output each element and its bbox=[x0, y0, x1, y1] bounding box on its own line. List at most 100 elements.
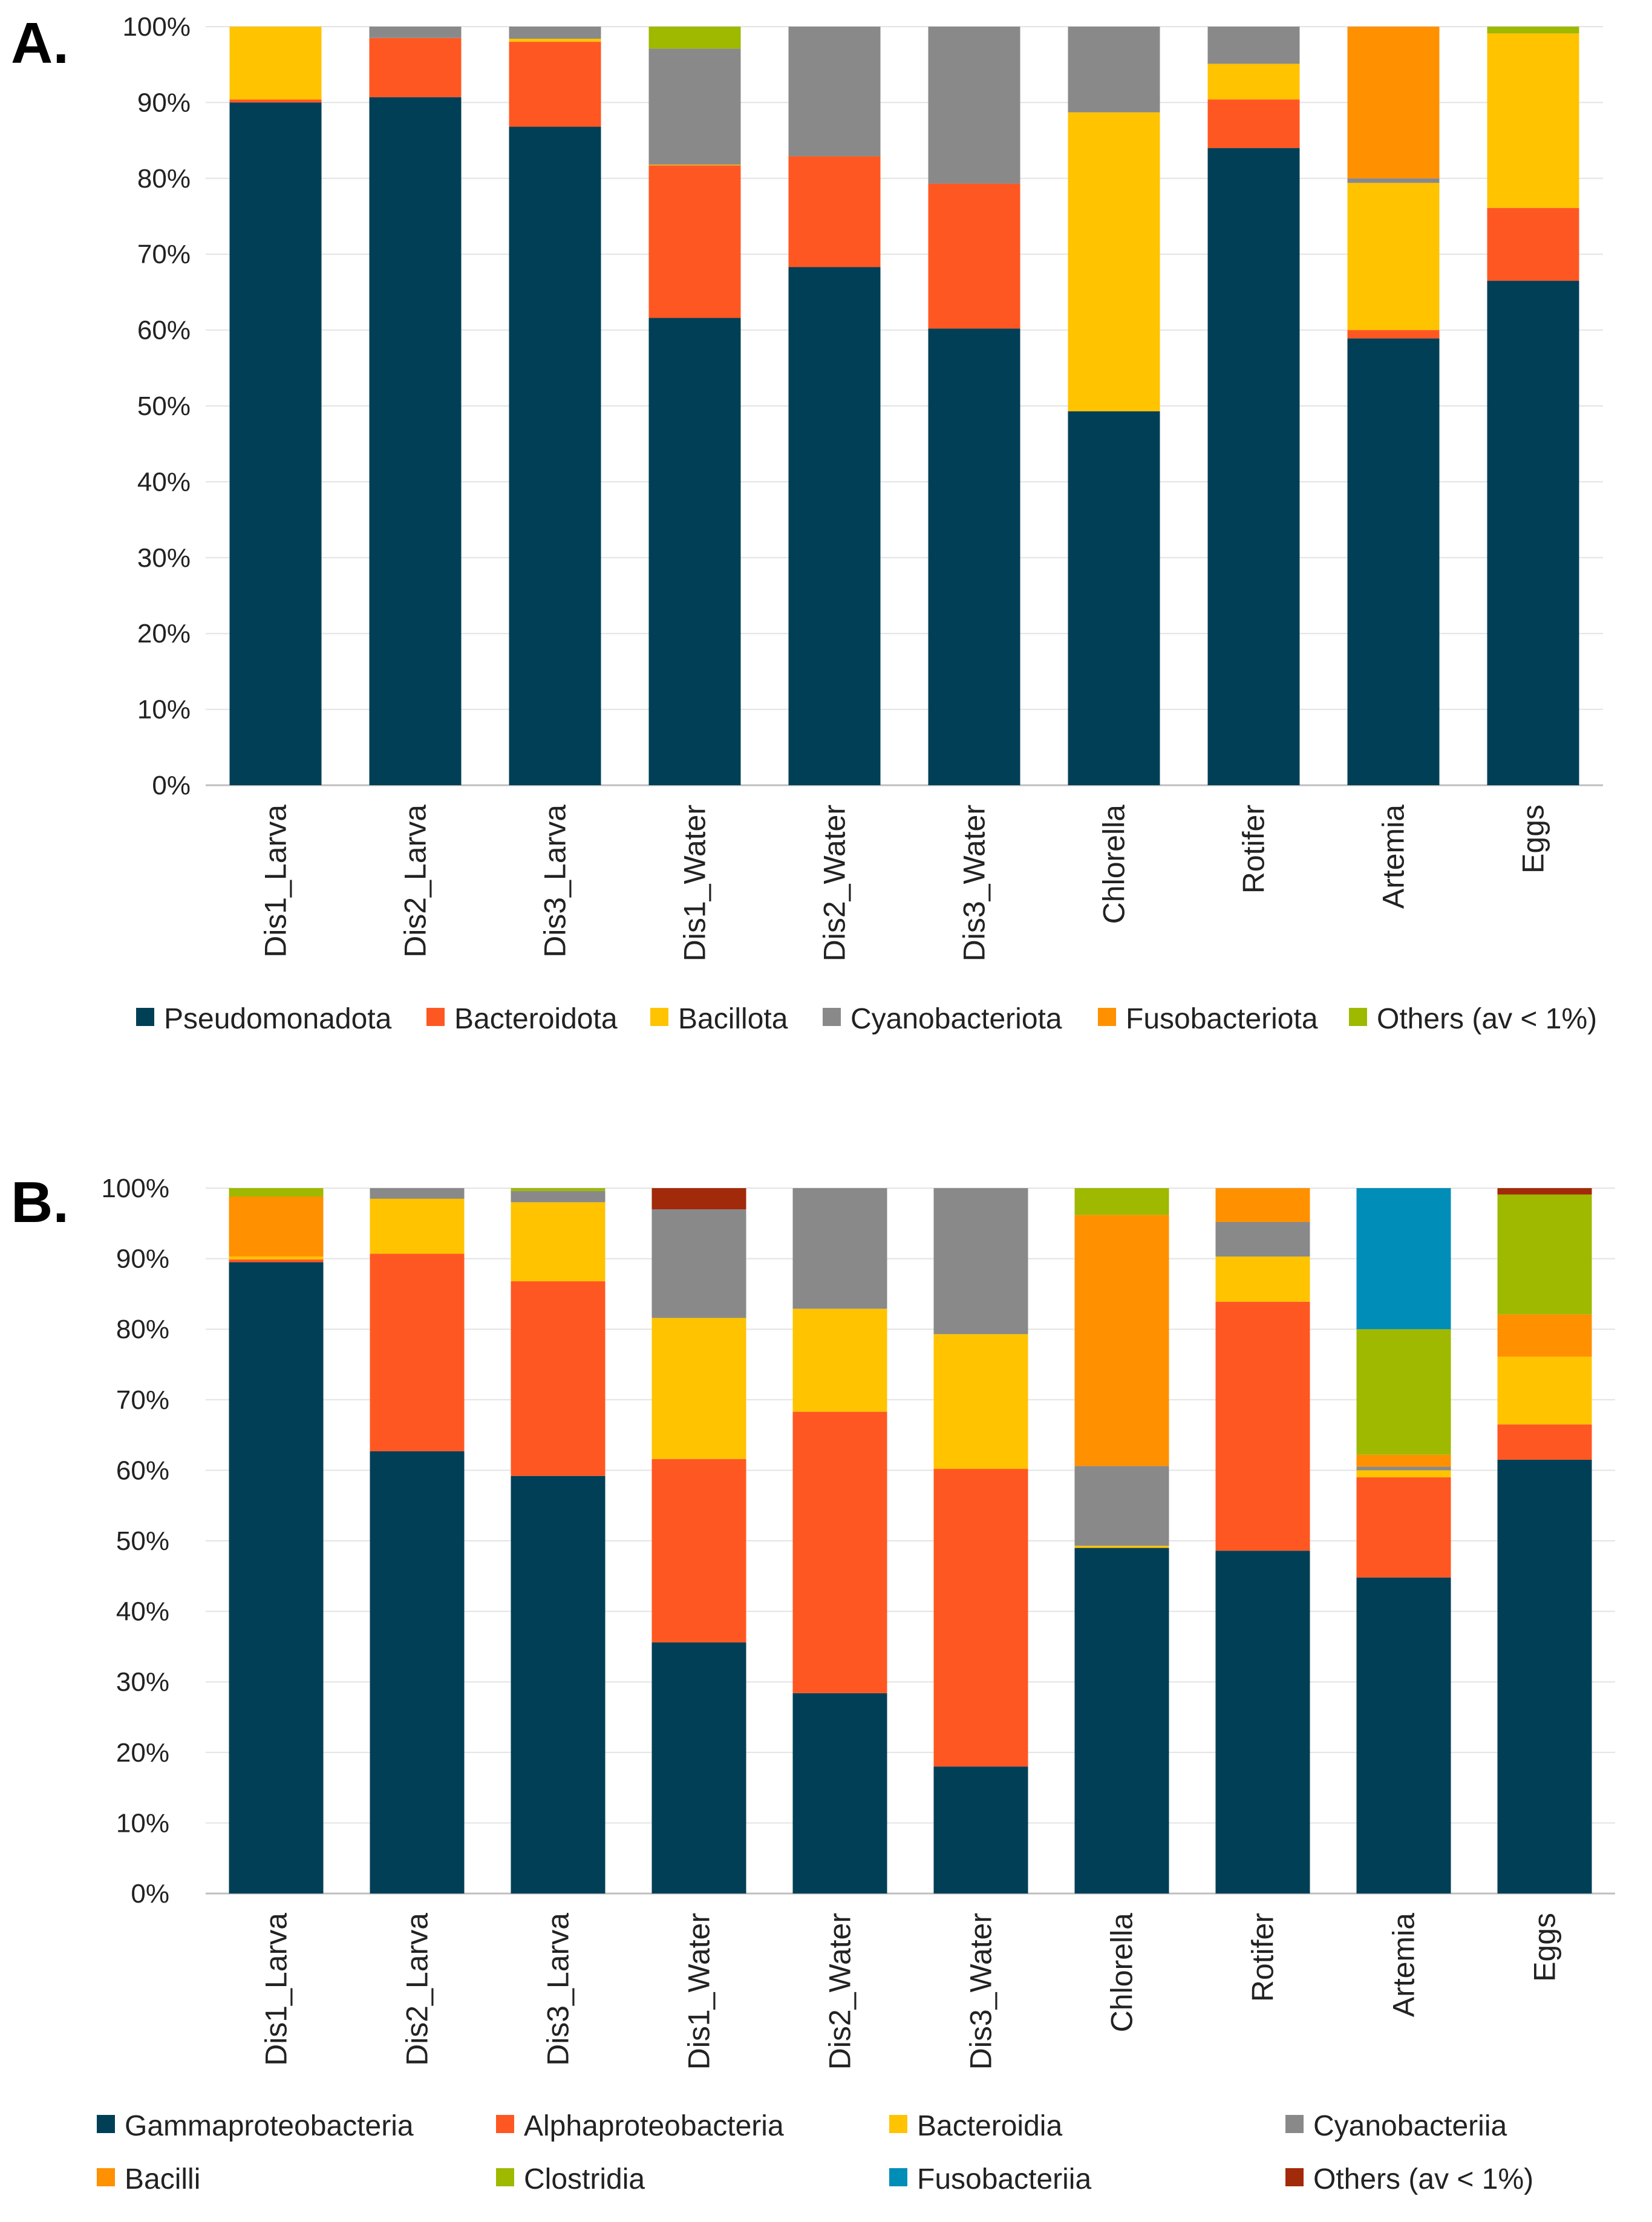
category-label: Eggs bbox=[1528, 1913, 1562, 1982]
y-tick-label: 30% bbox=[137, 543, 191, 573]
category-label: Rotifer bbox=[1237, 805, 1271, 894]
bar-segment-cyanobacteriia-rotifer bbox=[1215, 1221, 1310, 1257]
bar-segment-bacteroidia-chlorella bbox=[1074, 1546, 1169, 1548]
bar-segment-bacteroidia-dis2-water bbox=[792, 1309, 887, 1412]
y-tick-label: 20% bbox=[116, 1738, 169, 1768]
bar-segment-bacteroidota-dis2-larva bbox=[369, 38, 462, 97]
legend-swatch-fusobacteriia bbox=[889, 2168, 907, 2186]
y-tick-label: 40% bbox=[116, 1597, 169, 1627]
legend-swatch-cyanobacteriota bbox=[823, 1008, 841, 1026]
category-label: Chlorella bbox=[1097, 805, 1131, 924]
category-label: Dis2_Water bbox=[818, 805, 852, 961]
category-label: Dis3_Water bbox=[964, 1913, 998, 2070]
legend-label-bacillota: Bacillota bbox=[678, 1003, 788, 1035]
y-tick-label: 0% bbox=[152, 771, 191, 800]
legend-label-alphaproteobacteria: Alphaproteobacteria bbox=[524, 2110, 784, 2142]
chart-b: 0% 10% 20% 30% 40% 50% 60% 70% 80% 90% 100% Dis1_La… bbox=[97, 1174, 1615, 2195]
category-label: Artemia bbox=[1387, 1913, 1421, 2017]
bar-segment-pseudomonadota-dis3-water bbox=[928, 328, 1020, 785]
bar-segment-clostridia-chlorella bbox=[1074, 1188, 1169, 1215]
bar-segment-cyanobacteriia-dis1-water bbox=[651, 1209, 746, 1318]
bar-segment-others-av-1-eggs bbox=[1487, 27, 1579, 34]
bar-segment-bacillota-rotifer bbox=[1207, 64, 1300, 100]
bar-segment-gammaproteobacteria-rotifer bbox=[1215, 1550, 1310, 1894]
category-label: Dis2_Water bbox=[823, 1913, 857, 2070]
bar-segment-cyanobacteriota-chlorella bbox=[1068, 27, 1160, 113]
legend-label-cyanobacteriia: Cyanobacteriia bbox=[1313, 2110, 1507, 2142]
bar-segment-pseudomonadota-dis2-larva bbox=[369, 97, 462, 786]
legend-swatch-cyanobacteriia bbox=[1285, 2115, 1304, 2133]
bar-segment-bacteroidia-dis3-water bbox=[933, 1334, 1028, 1469]
y-tick-label: 100% bbox=[122, 12, 191, 42]
bar-segment-bacteroidia-dis1-water bbox=[651, 1318, 746, 1459]
bar-segment-alphaproteobacteria-dis2-water bbox=[792, 1411, 887, 1693]
category-label: Rotifer bbox=[1246, 1913, 1280, 2002]
y-tick-label: 70% bbox=[116, 1385, 169, 1415]
bar-segment-gammaproteobacteria-chlorella bbox=[1074, 1547, 1169, 1894]
y-tick-label: 40% bbox=[137, 467, 191, 497]
bar-segment-alphaproteobacteria-dis1-water bbox=[651, 1459, 746, 1642]
bar-segment-bacilli-artemia bbox=[1356, 1454, 1451, 1467]
bar-segment-bacteroidota-dis3-water bbox=[928, 183, 1020, 329]
bar-segment-bacillota-dis1-larva bbox=[229, 27, 322, 100]
y-tick-label: 90% bbox=[116, 1244, 169, 1274]
bar-segment-bacillota-chlorella bbox=[1068, 112, 1160, 411]
y-tick-label: 70% bbox=[137, 240, 191, 269]
y-tick-label: 60% bbox=[137, 316, 191, 345]
bar-segment-others-av-1-eggs bbox=[1497, 1188, 1592, 1195]
bar-segment-gammaproteobacteria-dis1-water bbox=[651, 1642, 746, 1894]
bar-segment-alphaproteobacteria-eggs bbox=[1497, 1424, 1592, 1460]
bar-segment-pseudomonadota-rotifer bbox=[1207, 148, 1300, 785]
legend-swatch-bacteroidia bbox=[889, 2115, 907, 2133]
y-tick-label: 50% bbox=[137, 391, 191, 421]
bar-segment-others-av-1-dis1-water bbox=[651, 1188, 746, 1209]
category-label: Dis1_Water bbox=[678, 805, 712, 961]
bar-segment-alphaproteobacteria-dis3-water bbox=[933, 1469, 1028, 1767]
bar-segment-alphaproteobacteria-artemia bbox=[1356, 1477, 1451, 1578]
category-label: Dis3_Water bbox=[958, 805, 991, 961]
bar-segment-clostridia-dis3-larva bbox=[511, 1188, 606, 1191]
legend-label-fusobacteriia: Fusobacteriia bbox=[917, 2163, 1091, 2195]
panel-label-a: A. bbox=[11, 11, 69, 76]
category-label: Dis3_Larva bbox=[538, 805, 572, 958]
legend-swatch-bacilli bbox=[97, 2168, 115, 2186]
legend-swatch-alphaproteobacteria bbox=[496, 2115, 514, 2133]
y-tick-label: 0% bbox=[131, 1879, 169, 1909]
bar-segment-cyanobacteriia-dis3-larva bbox=[511, 1191, 606, 1203]
bar-segment-clostridia-artemia bbox=[1356, 1329, 1451, 1455]
category-label: Dis1_Larva bbox=[259, 805, 293, 958]
bar-segment-bacteroidia-dis1-larva bbox=[229, 1256, 324, 1260]
legend-label-bacteroidota: Bacteroidota bbox=[454, 1003, 618, 1035]
legend-swatch-clostridia bbox=[496, 2168, 514, 2186]
bar-segment-bacteroidia-dis3-larva bbox=[511, 1202, 606, 1281]
y-tick-label: 30% bbox=[116, 1667, 169, 1697]
y-tick-label: 80% bbox=[116, 1315, 169, 1344]
y-tick-label: 50% bbox=[116, 1526, 169, 1556]
panel-label-b: B. bbox=[11, 1170, 69, 1235]
y-tick-label: 100% bbox=[101, 1174, 169, 1203]
bar-segment-bacteroidia-rotifer bbox=[1215, 1256, 1310, 1302]
bar-segment-pseudomonadota-chlorella bbox=[1068, 411, 1160, 785]
legend-label-fusobacteriota: Fusobacteriota bbox=[1126, 1003, 1318, 1035]
bar-segment-bacilli-eggs bbox=[1497, 1314, 1592, 1357]
bar-segment-bacteroidota-dis3-larva bbox=[509, 42, 601, 127]
bar-segment-cyanobacteriota-dis1-water bbox=[648, 48, 741, 165]
y-tick-label: 60% bbox=[116, 1456, 169, 1485]
category-label: Chlorella bbox=[1105, 1913, 1139, 2033]
legend-label-bacteroidia: Bacteroidia bbox=[917, 2110, 1062, 2142]
y-tick-label: 10% bbox=[137, 695, 191, 725]
bar-segment-gammaproteobacteria-eggs bbox=[1497, 1459, 1592, 1894]
bar-segment-bacilli-dis1-larva bbox=[229, 1196, 324, 1257]
y-tick-label: 90% bbox=[137, 88, 191, 117]
bar-segment-bacilli-rotifer bbox=[1215, 1188, 1310, 1222]
bar-segment-gammaproteobacteria-dis1-larva bbox=[229, 1262, 324, 1894]
bar-segment-pseudomonadota-artemia bbox=[1347, 338, 1440, 785]
bar-segment-pseudomonadota-dis2-water bbox=[788, 267, 881, 785]
category-label: Dis2_Larva bbox=[399, 805, 433, 958]
bar-segment-pseudomonadota-dis1-larva bbox=[229, 102, 322, 785]
bar-segment-alphaproteobacteria-dis1-larva bbox=[229, 1259, 324, 1263]
bar-segment-bacteroidia-artemia bbox=[1356, 1470, 1451, 1478]
bar-segment-bacteroidia-eggs bbox=[1497, 1356, 1592, 1425]
bar-segment-pseudomonadota-dis3-larva bbox=[509, 126, 601, 786]
